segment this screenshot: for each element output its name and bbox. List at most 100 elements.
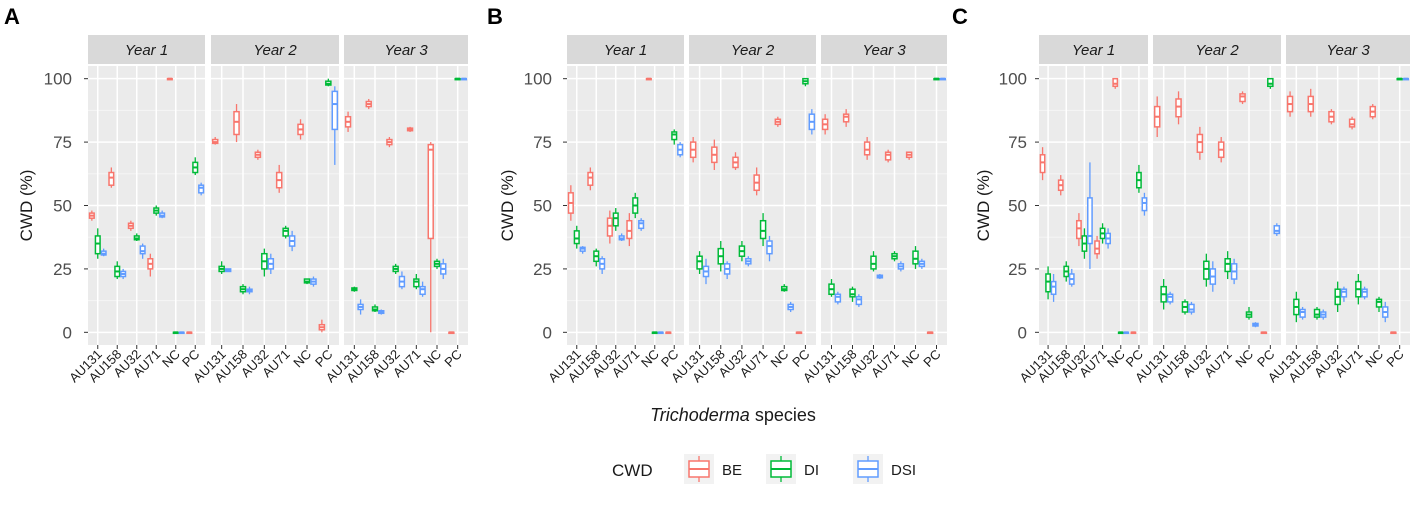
facet-strip [88, 35, 205, 64]
y-tick-label: 0 [1018, 323, 1027, 342]
box-body [612, 212, 619, 227]
box-au71-dsi [897, 261, 905, 272]
box-au71-be [147, 253, 154, 277]
box-body [1166, 293, 1174, 303]
box-au131-di [828, 279, 835, 297]
box-body [1273, 225, 1281, 235]
box-nc-di [1117, 331, 1124, 335]
box-au158-be [233, 104, 240, 143]
box-au32-dsi [267, 253, 275, 274]
box-body [766, 240, 773, 255]
box-body [884, 151, 892, 161]
box-nc-be [1112, 77, 1119, 89]
box-au131-dsi [1299, 306, 1306, 320]
box-body [1141, 197, 1148, 212]
box-au71-be [275, 164, 283, 193]
box-nc-di [303, 278, 311, 285]
box-body [198, 184, 205, 194]
box-au158-dsi [120, 268, 127, 280]
box-nc-be [427, 142, 434, 333]
box-au131-di [218, 261, 225, 274]
box-au71-dsi [1105, 228, 1112, 249]
box-nc-be [1369, 104, 1376, 120]
box-au71-dsi [766, 235, 773, 262]
box-au131-dsi [100, 248, 107, 257]
box-au131-di [94, 228, 101, 259]
y-tick-label: 50 [533, 197, 552, 216]
box-pc-di [1267, 77, 1274, 89]
box-body [1340, 288, 1348, 298]
box-au131-di [1045, 266, 1051, 300]
box-au32-di [612, 208, 619, 231]
box-au131-di [1293, 291, 1300, 323]
legend-label: DSI [891, 462, 916, 479]
box-au131-be [689, 137, 697, 163]
y-tick-label: 75 [1008, 133, 1027, 152]
box-au158-dsi [1188, 301, 1195, 315]
box-au32-dsi [398, 271, 406, 290]
box-au131-di [573, 225, 580, 249]
box-au71-di [1224, 251, 1231, 280]
box-au158-di [717, 241, 725, 272]
box-au131-be [344, 111, 352, 132]
legend-item-di: DI [766, 454, 819, 484]
facet-strip-label: Year 3 [1326, 42, 1370, 59]
y-tick-label: 50 [1008, 197, 1027, 216]
box-pc-dsi [677, 142, 684, 158]
box-body [638, 219, 645, 230]
facet-strip-label: Year 1 [1072, 42, 1115, 59]
box-au32-be [606, 210, 613, 244]
box-body [912, 250, 919, 265]
box-nc-di [651, 331, 658, 335]
box-pc-dsi [198, 182, 205, 196]
box-au131-di [351, 286, 358, 292]
box-au32-di [261, 248, 268, 277]
box-nc-dsi [657, 331, 664, 335]
box-body [1361, 288, 1368, 298]
box-pc-be [186, 331, 193, 335]
box-body [1299, 308, 1306, 318]
box-pc-dsi [808, 109, 816, 135]
facet-strip-label: Year 3 [384, 42, 428, 59]
legend: CWD BE DI DSI [612, 454, 916, 484]
facet-strip-label: Year 1 [604, 42, 647, 59]
facet-strip [1286, 35, 1410, 64]
box-au32-be [1328, 109, 1335, 125]
panel-letter: C [952, 4, 968, 29]
box-pc-be [1260, 331, 1268, 335]
y-tick-label: 0 [63, 323, 72, 342]
box-au32-be [127, 220, 134, 231]
y-tick-label: 100 [999, 70, 1027, 89]
box-au131-dsi [579, 246, 586, 254]
box-body [849, 288, 856, 298]
box-au158-dsi [378, 309, 385, 315]
box-au71-be [1094, 235, 1100, 259]
box-au158-di [1313, 306, 1321, 320]
x-tick-label: NC [1362, 347, 1386, 371]
box-pc-be [795, 331, 803, 335]
y-tick-label: 50 [53, 197, 72, 216]
box-au158-di [114, 261, 121, 280]
box-au32-be [732, 152, 739, 170]
box-au131-di [696, 251, 703, 274]
box-au32-dsi [618, 233, 625, 242]
facet-strip [567, 35, 684, 64]
box-au71-dsi [288, 230, 296, 252]
box-au131-dsi [1050, 273, 1057, 302]
box-au131-di [1160, 279, 1167, 310]
box-au32-be [254, 149, 262, 160]
panel-letter: B [487, 4, 503, 29]
x-tick-label: PC [441, 347, 464, 370]
box-body [1375, 298, 1383, 308]
box-au71-di [632, 192, 639, 219]
box-nc-be [297, 119, 304, 140]
box-au71-di [1099, 223, 1106, 244]
box-body [1348, 118, 1356, 128]
legend-title: CWD [612, 461, 653, 480]
box-nc-di [433, 258, 441, 269]
